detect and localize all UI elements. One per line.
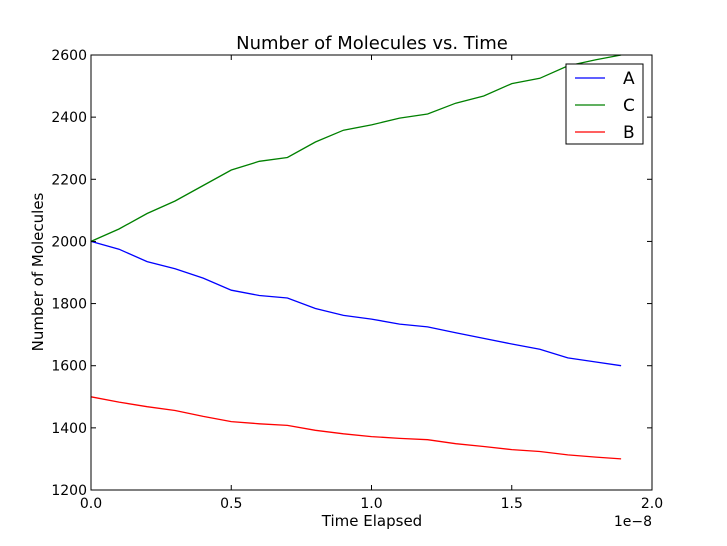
legend: ACB [565,63,644,145]
y-tick-label: 1400 [51,421,87,437]
x-tick-label: 1.5 [501,496,523,512]
x-tick-label: 2.0 [641,496,663,512]
plot-lines [90,54,622,460]
x-axis-ticks: 0.0 0.5 1.0 1.5 2.0 [80,55,663,512]
y-tick-label: 2400 [51,110,87,126]
y-tick-label: 1600 [51,359,87,375]
y-axis-label: Number of Molecules [29,192,47,351]
legend-box [565,63,644,145]
y-tick-label: 2600 [51,48,87,64]
legend-label-c: C [623,96,635,116]
x-tick-label: 1.0 [360,496,382,512]
y-tick-label: 2200 [51,172,87,188]
series-line-a [90,240,622,367]
y-tick-label: 1200 [51,483,87,499]
y-tick-label: 2000 [51,234,87,250]
y-tick-label: 1800 [51,297,87,313]
x-offset-label: 1e−8 [614,514,652,530]
x-tick-label: 0.5 [220,496,242,512]
x-tick-label: 0.0 [80,496,102,512]
chart-title: Number of Molecules vs. Time [236,33,508,54]
series-line-c [90,54,622,242]
y-axis-ticks: 1200 1400 1600 1800 2000 2200 2400 2600 [51,48,652,499]
legend-label-b: B [623,123,635,143]
series-line-b [90,396,622,460]
x-axis-label: Time Elapsed [321,512,422,530]
legend-label-a: A [623,69,635,89]
